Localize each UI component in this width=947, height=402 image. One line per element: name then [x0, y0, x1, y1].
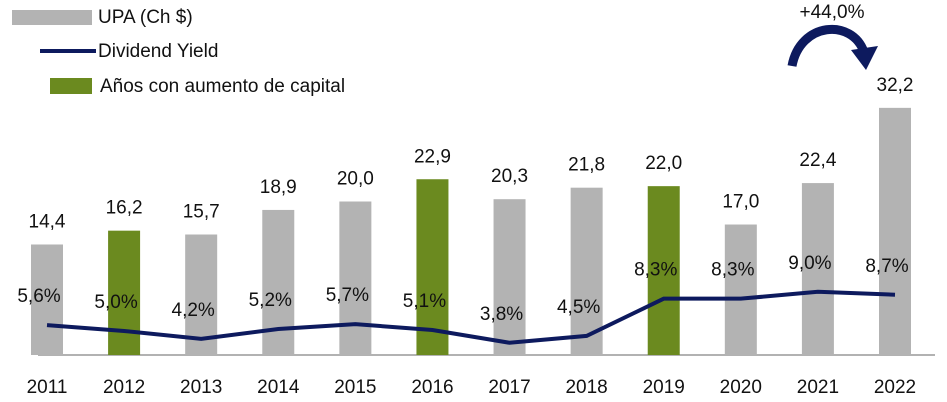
bar: [801, 183, 834, 355]
line-value-label: 9,0%: [788, 253, 831, 274]
bar: [647, 186, 680, 355]
bar: [262, 209, 295, 355]
bar-value-label: 15,7: [183, 202, 220, 223]
line-value-label: 4,5%: [557, 297, 600, 318]
bar: [416, 179, 449, 355]
line-value-label: 5,2%: [249, 290, 292, 311]
legend-label: Años con aumento de capital: [100, 76, 345, 97]
bar: [185, 234, 218, 355]
legend-label: UPA (Ch $): [98, 7, 193, 28]
bar: [493, 199, 526, 355]
x-tick-label: 2018: [565, 377, 607, 398]
line-value-label: 5,6%: [17, 286, 60, 307]
bar: [570, 187, 603, 355]
x-tick-label: 2020: [720, 377, 762, 398]
x-tick-label: 2022: [874, 377, 916, 398]
line-value-label: 8,3%: [634, 260, 677, 281]
line: [46, 289, 896, 345]
x-tick-label: 2019: [643, 377, 685, 398]
x-tick-label: 2012: [103, 377, 145, 398]
bar-value-label: 32,2: [877, 75, 914, 96]
bar-value-label: 16,2: [106, 198, 143, 219]
x-tick-label: 2015: [334, 377, 376, 398]
bar-value-label: 21,8: [568, 155, 605, 176]
line-value-label: 8,3%: [711, 260, 754, 281]
bar-value-label: 22,0: [645, 153, 682, 174]
bar-value-label: 20,3: [491, 166, 528, 187]
bar-value-label: 22,4: [799, 150, 836, 171]
annotation: +44,0%: [800, 2, 865, 23]
legend-label: Dividend Yield: [98, 41, 218, 62]
bar-value-label: 17,0: [722, 192, 759, 213]
bar-value-label: 22,9: [414, 146, 451, 167]
line-value-label: 8,7%: [865, 256, 908, 277]
bar-value-label: 14,4: [29, 211, 66, 232]
x-tick-label: 2014: [257, 377, 300, 398]
line-value-label: 5,0%: [94, 292, 137, 313]
bar: [108, 230, 141, 355]
legend-swatch-bar: [12, 10, 92, 25]
bar: [879, 107, 911, 356]
bar: [724, 224, 757, 355]
line-value-label: 4,2%: [172, 300, 215, 321]
bar: [339, 201, 372, 355]
line-value-label: 5,1%: [403, 291, 446, 312]
x-tick-label: 2017: [488, 377, 530, 398]
x-tick-label: 2021: [797, 377, 839, 398]
x-tick-label: 2011: [27, 377, 68, 398]
line-value-label: 5,7%: [326, 285, 369, 306]
bar-value-label: 20,0: [337, 169, 374, 190]
annotation-arrowhead: [851, 46, 878, 70]
bar-value-label: 18,9: [260, 177, 297, 198]
bar: [31, 244, 63, 355]
line-value-label: 3,8%: [480, 304, 523, 325]
legend-swatch-highlight: [50, 78, 92, 94]
annotation-arrow: [787, 24, 869, 68]
x-tick-label: 2013: [180, 377, 222, 398]
x-tick-label: 2016: [411, 377, 453, 398]
